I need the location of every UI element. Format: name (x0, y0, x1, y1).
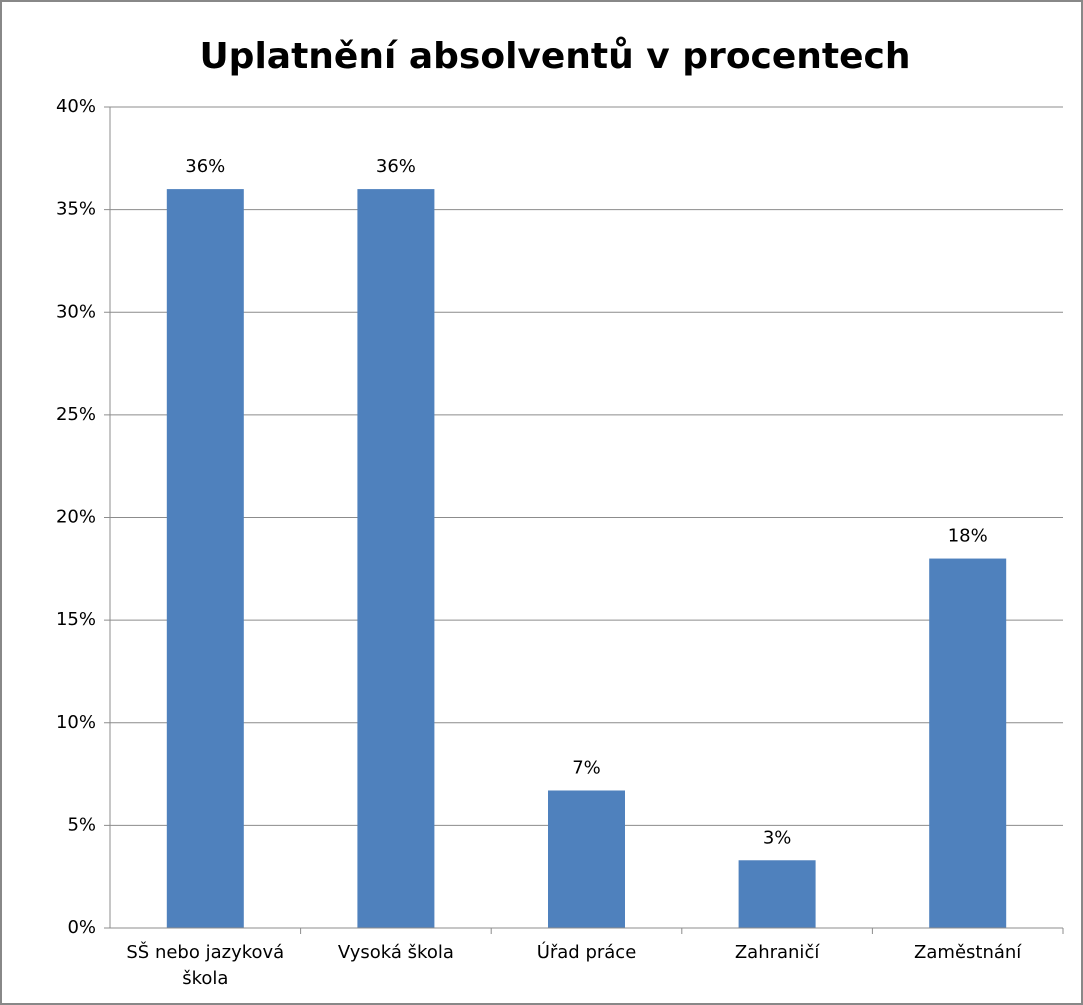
data-label: 18% (948, 526, 988, 547)
x-tick-label: Úřad práce (536, 942, 637, 963)
y-tick-label: 20% (56, 507, 96, 528)
x-tick-label: Zaměstnání (914, 942, 1022, 963)
y-tick-label: 30% (56, 301, 96, 322)
x-tick-label: Vysoká škola (337, 942, 454, 963)
chart-title: Uplatnění absolventů v procentech (199, 36, 910, 77)
y-tick-label: 5% (67, 814, 96, 835)
x-tick-label: Zahraničí (734, 942, 820, 963)
x-tick-label: SŠ nebo jazyková škola (126, 942, 285, 989)
y-tick-label: 15% (56, 609, 96, 630)
data-label: 7% (572, 757, 601, 778)
bar (929, 558, 1007, 928)
bar (166, 189, 244, 929)
y-tick-label: 40% (56, 96, 96, 117)
bar (548, 790, 625, 928)
data-label: 36% (376, 156, 416, 177)
y-tick-label: 10% (56, 712, 96, 733)
data-label: 3% (763, 827, 792, 848)
data-label: 36% (185, 156, 225, 177)
y-tick-label: 0% (67, 917, 96, 938)
y-tick-label: 25% (56, 404, 96, 425)
bar (738, 860, 816, 928)
bar (357, 189, 435, 929)
y-tick-label: 35% (56, 199, 96, 220)
